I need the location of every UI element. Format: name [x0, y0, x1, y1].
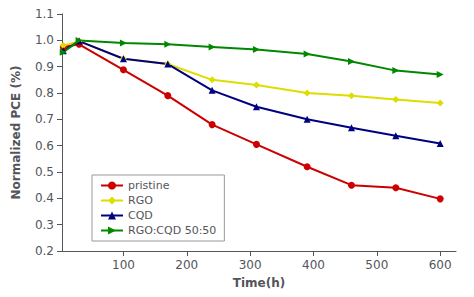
- svg-text:0.6: 0.6: [35, 139, 54, 153]
- svg-text:CQD: CQD: [128, 209, 153, 222]
- svg-text:1.1: 1.1: [35, 7, 54, 21]
- svg-text:1.0: 1.0: [35, 33, 54, 47]
- svg-text:0.5: 0.5: [35, 165, 54, 179]
- svg-text:0.7: 0.7: [35, 112, 54, 126]
- svg-text:pristine: pristine: [128, 179, 170, 192]
- svg-text:Normalized PCE (%): Normalized PCE (%): [9, 66, 23, 200]
- svg-text:0.3: 0.3: [35, 218, 54, 232]
- svg-text:RGO: RGO: [128, 194, 153, 207]
- svg-text:300: 300: [239, 258, 262, 272]
- svg-text:200: 200: [175, 258, 198, 272]
- svg-text:0.2: 0.2: [35, 244, 54, 258]
- svg-text:RGO:CQD 50:50: RGO:CQD 50:50: [128, 224, 216, 237]
- svg-text:600: 600: [429, 258, 452, 272]
- svg-text:0.9: 0.9: [35, 60, 54, 74]
- svg-text:500: 500: [365, 258, 388, 272]
- svg-text:100: 100: [112, 258, 135, 272]
- svg-text:0.4: 0.4: [35, 191, 54, 205]
- svg-text:0.8: 0.8: [35, 86, 54, 100]
- svg-text:400: 400: [302, 258, 325, 272]
- svg-text:Time(h): Time(h): [233, 276, 285, 290]
